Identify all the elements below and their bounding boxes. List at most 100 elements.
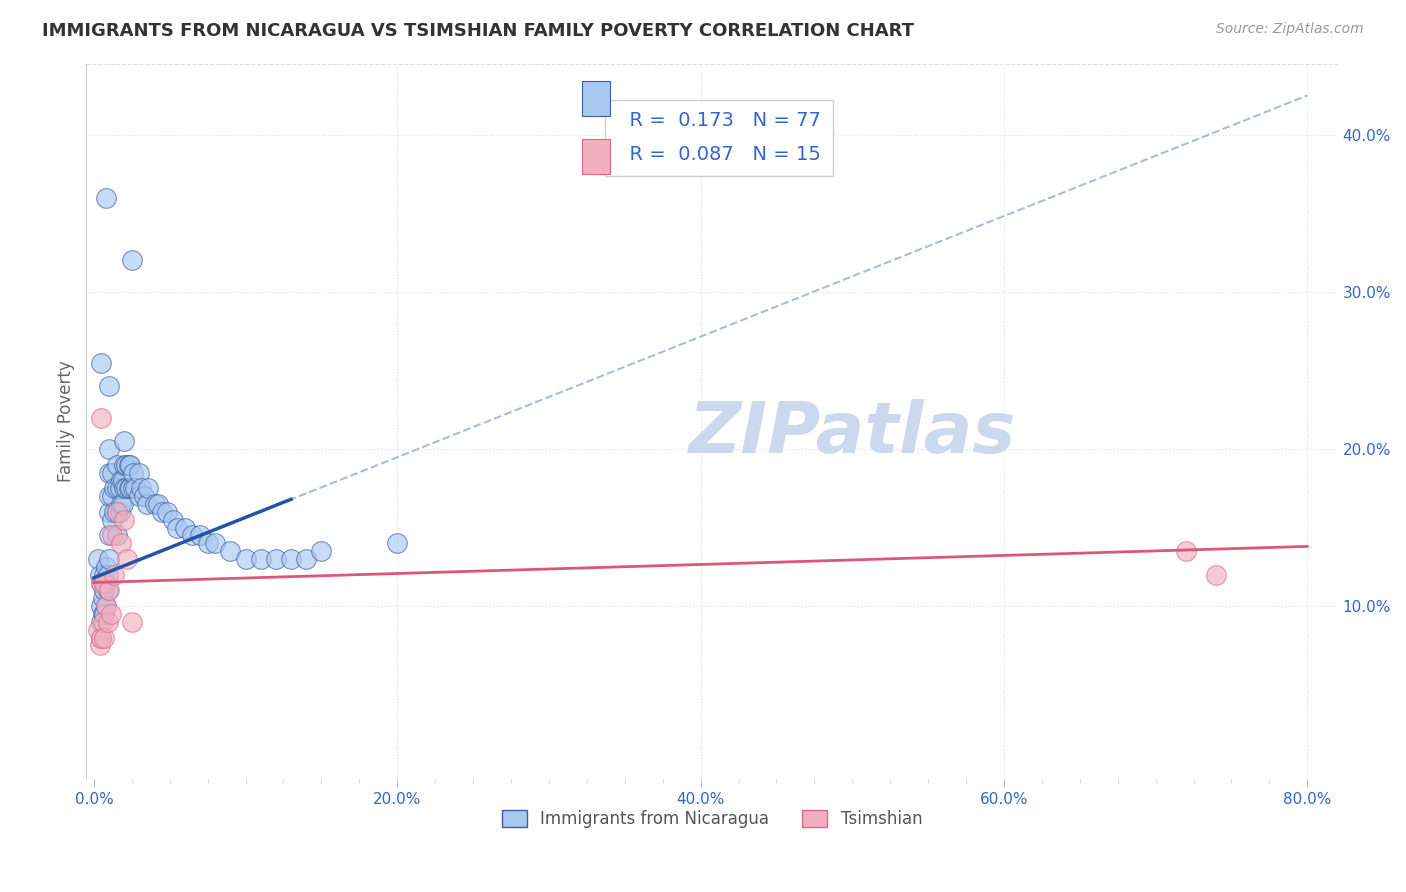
Point [204,536,226,550]
Point [98,489,121,503]
Point [98,466,121,480]
Point [96,583,118,598]
Point [90,410,112,425]
Point [129,481,152,495]
Point [311,544,333,558]
Point [150,505,173,519]
Point [93,631,115,645]
Point [181,528,204,542]
Point [122,481,145,495]
Point [1174,544,1197,558]
Point [105,505,128,519]
Point [128,489,150,503]
Point [91,615,114,629]
Point [94,191,117,205]
Point [89,567,111,582]
Point [387,536,409,550]
Point [280,552,302,566]
Point [93,567,115,582]
Point [90,599,112,613]
Point [90,615,112,629]
Point [162,513,184,527]
Point [101,489,124,503]
Point [90,575,112,590]
Point [93,607,115,621]
Point [105,481,128,495]
Y-axis label: Family Poverty: Family Poverty [58,360,75,483]
Point [96,615,118,629]
Point [112,434,135,449]
Point [103,567,125,582]
Legend: Immigrants from Nicaragua, Tsimshian: Immigrants from Nicaragua, Tsimshian [495,804,929,835]
Point [120,458,142,472]
Point [143,497,166,511]
Point [112,481,135,495]
Point [94,575,117,590]
Point [90,631,112,645]
Point [90,355,112,369]
Point [90,631,112,645]
Point [98,379,121,393]
Point [98,442,121,456]
Point [111,497,134,511]
Point [98,505,121,519]
Point [108,505,131,519]
Point [118,481,141,495]
Point [197,536,219,550]
Point [124,481,146,495]
Text: IMMIGRANTS FROM NICARAGUA VS TSIMSHIAN FAMILY POVERTY CORRELATION CHART: IMMIGRANTS FROM NICARAGUA VS TSIMSHIAN F… [42,22,914,40]
Point [188,528,211,542]
Point [94,599,117,613]
Point [94,599,117,613]
Point [91,591,114,606]
Point [87,623,110,637]
Point [108,481,131,495]
Text: Source: ZipAtlas.com: Source: ZipAtlas.com [1216,22,1364,37]
Point [110,536,132,550]
Point [101,513,124,527]
Point [90,575,112,590]
Point [110,497,132,511]
Point [89,639,111,653]
Text: R =  0.173   N = 77
  R =  0.087   N = 15: R = 0.173 N = 77 R = 0.087 N = 15 [617,112,821,164]
Point [156,505,179,519]
Point [120,481,142,495]
Point [101,528,124,542]
Point [112,458,135,472]
Point [249,552,271,566]
Point [112,513,135,527]
Point [121,253,143,268]
Point [146,497,169,511]
Point [105,458,128,472]
Point [1205,567,1227,582]
Bar [582,139,610,174]
Point [132,489,155,503]
Point [103,505,125,519]
Point [91,607,114,621]
Point [110,474,132,488]
Point [91,575,114,590]
Point [118,458,141,472]
Point [93,575,115,590]
Point [105,528,128,542]
Point [122,466,145,480]
Point [117,552,139,566]
Text: ZIPatlas: ZIPatlas [689,399,1017,467]
Point [111,474,134,488]
Point [173,520,195,534]
Point [128,466,150,480]
Point [121,615,143,629]
Point [295,552,318,566]
Bar [582,81,610,116]
Point [94,559,117,574]
Point [166,520,188,534]
Point [138,481,160,495]
Point [103,481,125,495]
Point [114,458,136,472]
Point [98,528,121,542]
Point [96,567,118,582]
Point [98,552,121,566]
Point [235,552,257,566]
Point [114,481,136,495]
Point [264,552,287,566]
